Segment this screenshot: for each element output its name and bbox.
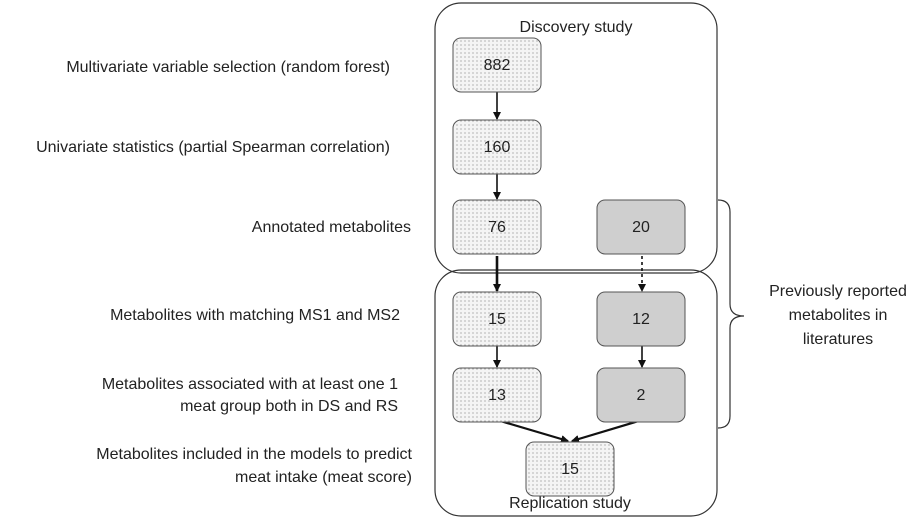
node-label: 76 — [488, 219, 506, 236]
node-box — [452, 199, 542, 255]
node-label: 15 — [488, 311, 506, 328]
step-label: Multivariate variable selection (random … — [66, 59, 390, 76]
note-text: metabolites in — [789, 307, 888, 324]
group-title: Discovery study — [520, 19, 633, 36]
node-label: 20 — [632, 219, 650, 236]
node-box — [525, 441, 615, 497]
replication-frame — [434, 269, 718, 517]
step-label: Metabolites associated with at least one… — [102, 376, 398, 393]
node-label: 15 — [561, 461, 579, 478]
step-label: meat group both in DS and RS — [180, 398, 398, 415]
node-box — [452, 367, 542, 423]
node-box — [452, 291, 542, 347]
node-label: 160 — [484, 139, 511, 156]
note-text: Previously reported — [769, 283, 907, 300]
node-box — [452, 37, 542, 93]
node-label: 12 — [632, 311, 650, 328]
note-text: literatures — [803, 331, 873, 348]
step-label: Annotated metabolites — [252, 219, 411, 236]
arrows — [493, 92, 646, 443]
node-label: 2 — [637, 387, 646, 404]
node-label: 882 — [484, 57, 511, 74]
node-label: 13 — [488, 387, 506, 404]
group-title: Replication study — [509, 495, 631, 512]
step-label: Metabolites included in the models to pr… — [96, 446, 412, 463]
node-box — [596, 367, 686, 423]
node-box — [596, 291, 686, 347]
step-label: Metabolites with matching MS1 and MS2 — [110, 307, 400, 324]
node-box — [452, 119, 542, 175]
step-label: meat intake (meat score) — [235, 469, 412, 486]
brace — [717, 199, 745, 429]
discovery-frame — [434, 2, 718, 274]
node-box — [596, 199, 686, 255]
step-label: Univariate statistics (partial Spearman … — [36, 139, 390, 156]
